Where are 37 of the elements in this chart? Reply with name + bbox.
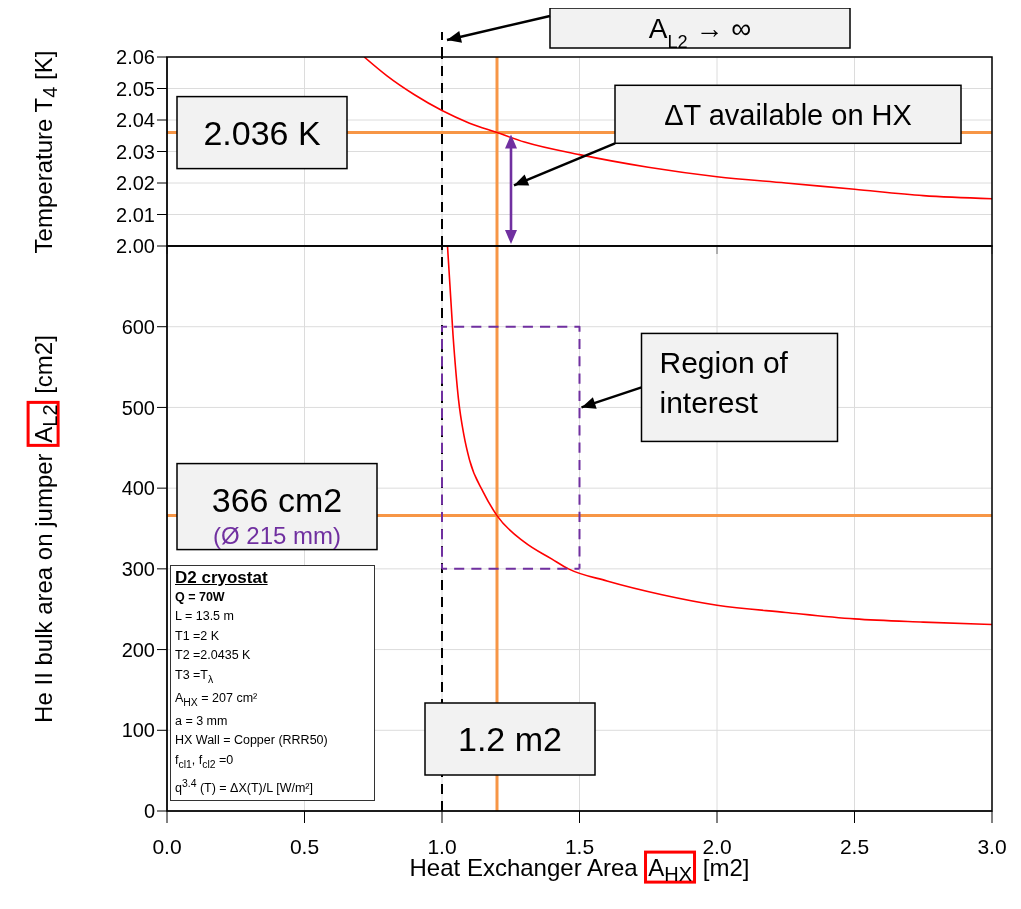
annotation: a = 3 mm: [175, 712, 229, 730]
annotation: T2 =2.0435 K: [175, 647, 252, 664]
x-tick-label: 2.5: [839, 834, 870, 858]
annotation: L = 13.5 m: [175, 608, 235, 625]
ref-line-label: A$_{L2}$ → ∞: [648, 13, 752, 52]
annotation: (Ø 215 mm): [212, 521, 342, 549]
annotation: T3 =T$_{λ}$: [175, 666, 215, 686]
y-tick-label: 2.00: [116, 235, 155, 258]
annotation: q$^{3.4}$ (T) = ΔX(T)/L [W/m²]: [175, 776, 314, 797]
annotation: D2 cryostat: [175, 568, 269, 588]
y-tick-label: 2.06: [116, 46, 155, 69]
x-tick-label: 0.5: [289, 834, 320, 858]
y-tick-label: 600: [121, 315, 155, 338]
annotation: ΔT available on HX: [664, 99, 912, 132]
y-tick-label: 2.03: [116, 140, 155, 163]
annotation: T1 =2 K: [175, 627, 221, 645]
y-tick-label: 2.01: [116, 203, 155, 226]
annotation: f$_{cl1}$, f$_{cl2}$ =0: [175, 751, 235, 771]
annotation: HX Wall = Copper (RRR50): [175, 732, 329, 749]
y-tick-label: 100: [121, 719, 155, 742]
x-tick-label: 3.0: [977, 834, 1007, 858]
ref-line-label: 1.2 m2: [458, 720, 562, 758]
annotation: Q = 70W: [175, 588, 226, 606]
y-tick-label: 400: [121, 477, 155, 500]
box-outline: A$_{HX}$: [644, 850, 697, 884]
y-tick-label: 0: [143, 800, 155, 823]
y-tick-label: 200: [121, 638, 155, 661]
ref-line-label: 2.036 K: [203, 113, 321, 152]
y-tick-label: 2.02: [116, 172, 155, 195]
y-tick-label: 2.04: [116, 109, 155, 132]
x-tick-label: 0.0: [152, 834, 182, 858]
ref-line-label: 366 cm2: [211, 480, 343, 519]
annotation: Region of interest: [659, 346, 789, 420]
y-tick-label: 500: [121, 396, 155, 419]
annotation: A$_{HX}$ = 207 cm²: [175, 689, 259, 709]
y-tick-label: 300: [121, 557, 155, 580]
y-tick-label: 2.05: [116, 77, 155, 100]
